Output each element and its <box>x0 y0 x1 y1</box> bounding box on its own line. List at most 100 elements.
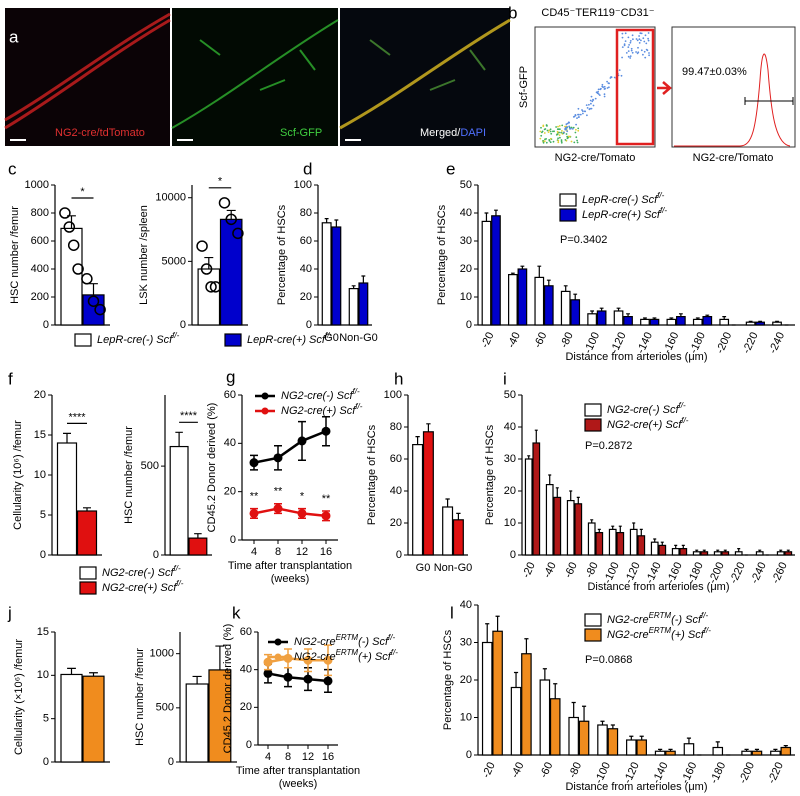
panel-labels: a b c d e f g h i j k l <box>7 3 517 622</box>
bar <box>613 310 624 326</box>
event-dot <box>594 97 597 100</box>
data-point <box>72 263 84 275</box>
event-dot <box>561 130 563 132</box>
bar <box>654 750 666 756</box>
error-bar <box>361 275 366 283</box>
event-dot <box>557 139 560 142</box>
y-tick-label: 40 <box>460 207 472 219</box>
error-bar <box>632 522 636 530</box>
bar <box>517 268 528 326</box>
error-bar <box>715 741 720 748</box>
error-bar <box>494 209 498 216</box>
error-bar <box>63 432 71 443</box>
y-tick-label: 40 <box>240 664 252 676</box>
event-dot <box>588 108 591 111</box>
y-axis-label: Percentage of HSCs <box>366 424 378 525</box>
y-axis-label: HSC number /femur <box>134 648 146 746</box>
x-axis-label: (weeks) <box>279 778 318 790</box>
significance-label: * <box>80 186 85 198</box>
x-tick-label: -40 <box>505 330 523 349</box>
bar <box>568 716 579 756</box>
error-bar <box>616 307 621 311</box>
data-point <box>63 221 76 233</box>
y-tick-label: 400 <box>31 263 49 275</box>
event-dot <box>541 130 544 133</box>
x-tick-label: -20 <box>520 560 538 579</box>
y-tick-label: 0 <box>306 319 312 331</box>
marker <box>283 653 293 663</box>
legend-label-part: f/- <box>355 402 362 411</box>
flow-ylabel: Scf-GFP <box>518 66 530 108</box>
y-tick-label: 500 <box>141 460 159 472</box>
error-bar <box>67 667 76 675</box>
error-bar <box>653 538 657 543</box>
legend-label: NG2-cre(+) Scff/- <box>281 402 363 417</box>
bar <box>442 506 454 556</box>
event-dot <box>629 55 632 57</box>
bar <box>607 728 619 756</box>
event-dot <box>586 114 588 117</box>
event-dot <box>574 114 577 117</box>
bar <box>692 551 701 556</box>
y-tick-label: 60 <box>300 235 312 247</box>
event-dot <box>565 133 568 135</box>
marker <box>321 426 331 436</box>
error-bar <box>576 496 580 504</box>
event-dot <box>557 128 560 131</box>
event-dot <box>592 104 595 107</box>
micrograph-green <box>172 8 338 146</box>
x-tick-label: -180 <box>708 760 728 785</box>
legend-label: NG2-cre(+) Scff/- <box>102 579 184 594</box>
y-tick-label: 40 <box>300 263 312 275</box>
event-dot <box>640 49 643 52</box>
error-bar <box>658 748 663 752</box>
y-tick-label: 30 <box>504 453 516 465</box>
error-bar <box>681 544 685 549</box>
panel-label: l <box>450 603 454 622</box>
vessel <box>339 18 511 130</box>
error-bar <box>495 615 500 632</box>
marker <box>297 508 307 518</box>
event-dot <box>644 34 647 37</box>
event-dot <box>561 124 564 127</box>
y-tick-label: 800 <box>31 207 49 219</box>
x-tick-label: G0 <box>324 332 339 344</box>
event-dot <box>576 117 578 119</box>
event-dot <box>608 86 610 89</box>
bar <box>721 551 730 556</box>
panel-label: g <box>226 367 235 386</box>
x-tick-label: -220 <box>728 560 748 585</box>
p-value: P=0.3402 <box>560 234 607 246</box>
event-dot <box>630 49 633 52</box>
y-tick-label: 60 <box>240 626 252 638</box>
panel-label: a <box>9 27 19 46</box>
event-dot <box>645 42 648 45</box>
bar <box>587 313 597 326</box>
bar <box>82 294 105 326</box>
error-bar <box>571 701 576 718</box>
bar <box>776 551 785 556</box>
bar <box>219 218 243 326</box>
error-bar <box>599 307 604 311</box>
event-dot <box>621 36 624 39</box>
event-dot <box>549 128 552 131</box>
error-bar <box>643 317 647 320</box>
marker <box>297 436 307 446</box>
event-dot <box>638 38 641 41</box>
bar <box>331 226 342 326</box>
event-dot <box>577 127 580 130</box>
marker <box>323 676 333 686</box>
x-tick-label: Non-G0 <box>434 562 473 574</box>
panel-label: h <box>394 369 403 388</box>
event-dot <box>592 98 594 101</box>
legend-label-part: f/- <box>681 416 688 425</box>
legend-label: LepR-cre(+) Scff/- <box>247 331 332 346</box>
bar <box>702 316 713 326</box>
legend-label-part: f/- <box>353 387 360 396</box>
bar <box>700 551 709 556</box>
bar <box>82 675 105 763</box>
bar <box>491 215 501 326</box>
significance-label: * <box>218 176 223 188</box>
legend-label-part: f/- <box>660 206 667 215</box>
bar <box>60 673 83 763</box>
